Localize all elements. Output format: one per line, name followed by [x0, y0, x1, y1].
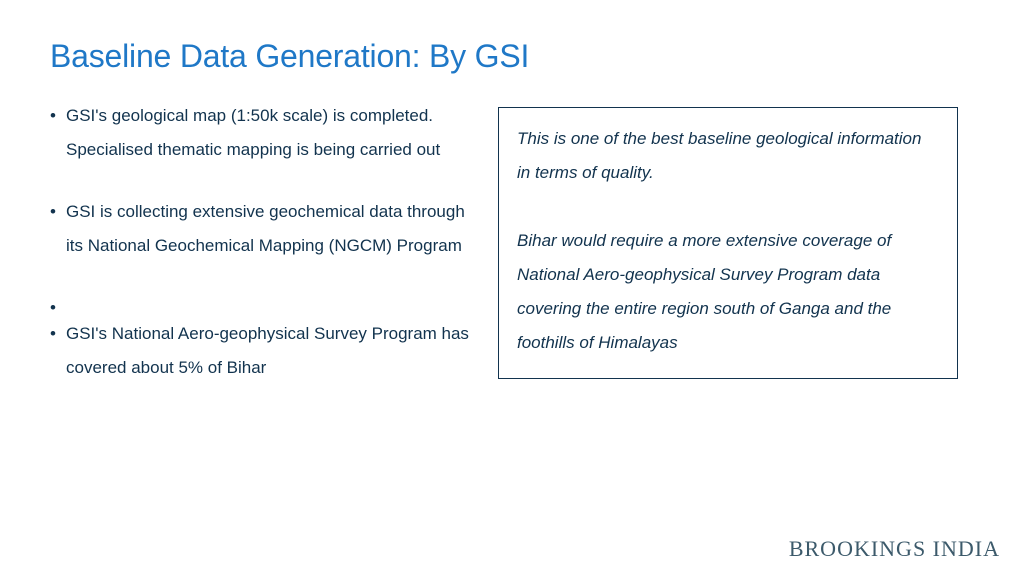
right-column: This is one of the best baseline geologi…	[498, 99, 958, 413]
bullet-item: GSI is collecting extensive geochemical …	[50, 195, 480, 263]
bullet-item-empty	[50, 291, 480, 303]
bullet-item: GSI's National Aero-geophysical Survey P…	[50, 317, 480, 385]
callout-box: This is one of the best baseline geologi…	[498, 107, 958, 379]
content-row: GSI's geological map (1:50k scale) is co…	[50, 99, 974, 413]
callout-paragraph: Bihar would require a more extensive cov…	[517, 224, 939, 360]
slide: Baseline Data Generation: By GSI GSI's g…	[0, 0, 1024, 576]
left-column: GSI's geological map (1:50k scale) is co…	[50, 99, 480, 413]
callout-paragraph: This is one of the best baseline geologi…	[517, 122, 939, 190]
bullet-list: GSI's geological map (1:50k scale) is co…	[50, 99, 480, 385]
footer-logo: BROOKINGS INDIA	[789, 536, 1000, 562]
slide-title: Baseline Data Generation: By GSI	[50, 38, 974, 75]
bullet-item: GSI's geological map (1:50k scale) is co…	[50, 99, 480, 167]
